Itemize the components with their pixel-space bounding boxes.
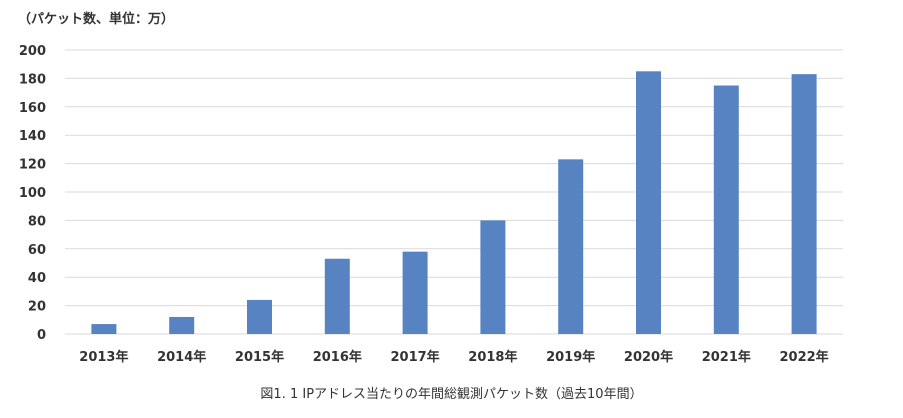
x-tick-label: 2015年 xyxy=(235,349,284,365)
y-tick-label: 40 xyxy=(28,271,46,286)
y-tick-label: 0 xyxy=(37,328,46,343)
bar xyxy=(169,316,195,334)
x-tick-label: 2017年 xyxy=(391,349,440,365)
figure-caption: 図1. 1 IPアドレス当たりの年間総観測パケット数（過去10年間） xyxy=(260,387,643,402)
x-axis-ticks: 2013年 2014年 2015年 2016年 2017年 2018年 2019年 2020年… xyxy=(79,349,828,365)
bar xyxy=(91,324,117,334)
y-tick-label: 20 xyxy=(28,300,46,315)
y-unit-label: （パケット数、単位：万） xyxy=(18,12,175,27)
bars xyxy=(91,71,817,335)
bar xyxy=(324,258,350,334)
y-tick-label: 100 xyxy=(19,186,46,201)
x-tick-label: 2022年 xyxy=(780,349,829,365)
bar xyxy=(247,299,272,334)
y-tick-label: 200 xyxy=(19,44,46,59)
bar xyxy=(713,85,739,334)
y-tick-label: 180 xyxy=(19,72,46,87)
x-tick-label: 2014年 xyxy=(157,349,206,365)
x-tick-label: 2021年 xyxy=(702,349,751,365)
gridlines xyxy=(65,49,843,335)
bar xyxy=(558,159,584,334)
y-tick-label: 160 xyxy=(19,101,46,116)
y-tick-label: 60 xyxy=(28,243,46,258)
x-tick-label: 2013年 xyxy=(79,349,128,365)
x-tick-label: 2016年 xyxy=(313,349,362,365)
bar xyxy=(402,251,428,334)
y-tick-label: 80 xyxy=(28,214,46,229)
x-tick-label: 2019年 xyxy=(546,349,595,365)
bar xyxy=(791,74,817,334)
bar xyxy=(480,220,506,334)
y-tick-label: 140 xyxy=(19,129,46,144)
x-tick-label: 2020年 xyxy=(624,349,673,365)
y-axis-ticks: 0 20 40 60 80 100 120 140 160 180 200 xyxy=(19,44,46,343)
bar xyxy=(636,71,661,335)
x-tick-label: 2018年 xyxy=(468,349,517,365)
y-tick-label: 120 xyxy=(19,158,46,173)
